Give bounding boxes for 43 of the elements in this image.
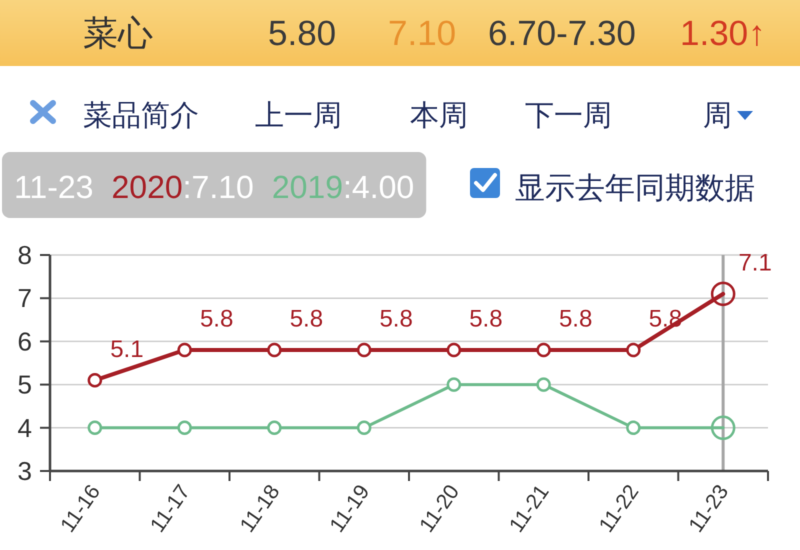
y-tick-label: 7: [18, 283, 32, 314]
text: 下一周: [525, 100, 612, 132]
point: [356, 342, 372, 358]
data-label: 5.1: [110, 336, 144, 363]
point: [446, 342, 462, 358]
series-name: 2020: [111, 169, 183, 205]
point: [88, 420, 102, 436]
y-tick-label: 8: [18, 240, 32, 270]
point: [536, 377, 551, 392]
text: 上一周: [255, 100, 342, 132]
series-name: 2019: [272, 169, 344, 205]
y-tick-label: 3: [18, 456, 32, 486]
point: [626, 342, 641, 358]
point: [267, 420, 282, 436]
title: 菜心: [83, 14, 153, 53]
text: 周: [703, 100, 732, 132]
text: 5.80: [268, 14, 336, 53]
data-label: 5.8: [469, 306, 503, 333]
point: [626, 420, 641, 436]
data-label: 5.8: [379, 306, 413, 333]
tooltip-text: 11-23: [14, 169, 94, 205]
data-label: 5.8: [558, 306, 592, 333]
text: 6.70-7.30: [488, 14, 636, 53]
point: [446, 377, 462, 392]
y-tick-label: 5: [18, 370, 32, 400]
point: [177, 420, 192, 436]
data-label: 7.1: [738, 249, 772, 276]
point: [88, 373, 102, 388]
text: 菜品简介: [83, 100, 199, 132]
text: 7.10: [388, 14, 456, 53]
point: [356, 420, 372, 436]
point: [536, 342, 551, 358]
data-label: 5.8: [200, 306, 234, 333]
text: 本周: [410, 100, 468, 132]
text: 显示去年同期数据: [515, 172, 755, 205]
point: [267, 342, 282, 358]
data-label: 5.8: [290, 306, 324, 333]
tooltip-text: :7.10: [182, 169, 254, 205]
tooltip-text: :4.00: [343, 169, 414, 205]
point: [177, 342, 192, 358]
y-tick-label: 6: [18, 326, 32, 356]
text: 1.30↑: [680, 14, 766, 53]
y-tick-label: 4: [18, 412, 32, 443]
